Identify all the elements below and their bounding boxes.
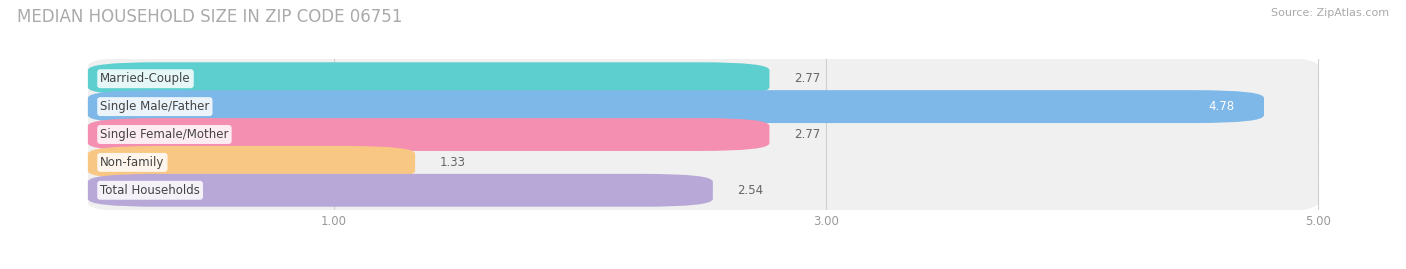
Text: Total Households: Total Households [100,184,200,197]
FancyBboxPatch shape [87,62,769,95]
FancyBboxPatch shape [87,111,1319,158]
Text: Source: ZipAtlas.com: Source: ZipAtlas.com [1271,8,1389,18]
Text: 2.77: 2.77 [794,128,820,141]
FancyBboxPatch shape [87,174,713,207]
FancyBboxPatch shape [87,118,769,151]
Text: Single Female/Mother: Single Female/Mother [100,128,229,141]
Text: Married-Couple: Married-Couple [100,72,191,85]
Text: 2.77: 2.77 [794,72,820,85]
FancyBboxPatch shape [87,90,1264,123]
Text: MEDIAN HOUSEHOLD SIZE IN ZIP CODE 06751: MEDIAN HOUSEHOLD SIZE IN ZIP CODE 06751 [17,8,402,26]
FancyBboxPatch shape [87,146,415,179]
Text: Non-family: Non-family [100,156,165,169]
Text: 1.33: 1.33 [440,156,465,169]
FancyBboxPatch shape [87,139,1319,186]
Text: 4.78: 4.78 [1208,100,1234,113]
Text: 2.54: 2.54 [738,184,763,197]
FancyBboxPatch shape [87,55,1319,102]
FancyBboxPatch shape [87,83,1319,130]
Text: Single Male/Father: Single Male/Father [100,100,209,113]
FancyBboxPatch shape [87,167,1319,214]
